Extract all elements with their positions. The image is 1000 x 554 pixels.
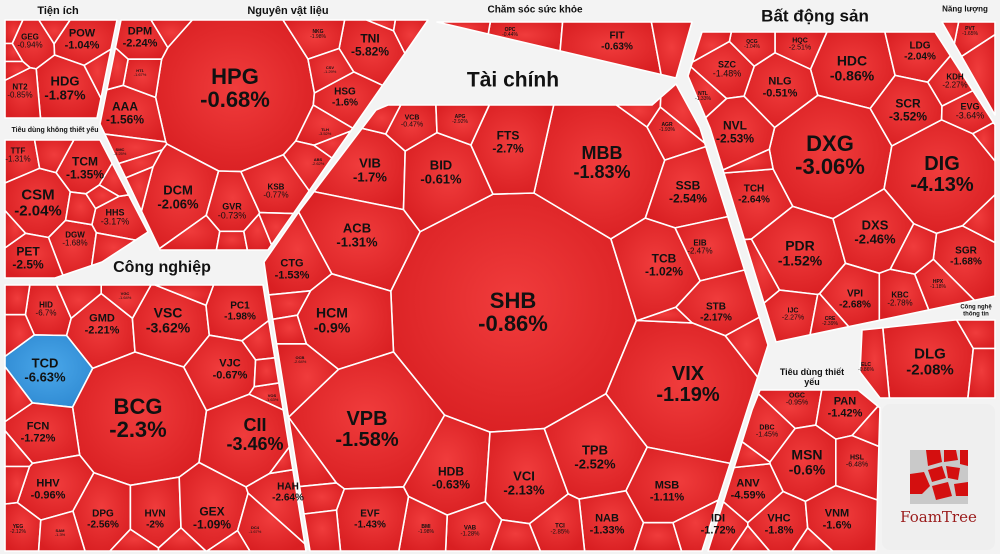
- stock-cell[interactable]: [4, 209, 27, 249]
- stock-cell-sam[interactable]: [37, 510, 86, 552]
- stock-cell[interactable]: [55, 284, 102, 320]
- stock-cell[interactable]: [268, 446, 294, 475]
- stock-cell[interactable]: [124, 165, 154, 212]
- stock-cell-apg[interactable]: [435, 104, 491, 146]
- stock-cell-csv[interactable]: [307, 47, 355, 94]
- stock-cell-evf[interactable]: [335, 486, 410, 552]
- stock-cell[interactable]: [743, 238, 781, 304]
- stock-cell[interactable]: [650, 21, 693, 79]
- stock-cell[interactable]: [4, 284, 31, 316]
- stock-cell[interactable]: [150, 19, 193, 49]
- stock-cell[interactable]: [361, 104, 402, 135]
- stock-cell-ntl[interactable]: [687, 66, 728, 119]
- stock-cell[interactable]: [941, 21, 960, 45]
- stock-cell[interactable]: [791, 527, 834, 552]
- stock-cell-tci[interactable]: [528, 493, 586, 552]
- stock-cell[interactable]: [258, 211, 295, 246]
- group-label[interactable]: Tiêu dùng thiết yếu: [779, 367, 845, 387]
- stock-cell-evg[interactable]: [940, 89, 995, 135]
- stock-cell[interactable]: [271, 314, 308, 345]
- stock-cell[interactable]: [971, 121, 996, 162]
- stock-cell[interactable]: [215, 230, 249, 251]
- stock-cell[interactable]: [106, 46, 129, 91]
- stock-cell[interactable]: [303, 509, 342, 552]
- stock-cell-elc[interactable]: [859, 326, 891, 399]
- stock-cell[interactable]: [157, 526, 207, 552]
- group-label[interactable]: Bất động sản: [761, 6, 869, 26]
- group-label[interactable]: Tiện ích: [37, 4, 79, 17]
- stock-cell[interactable]: [33, 139, 75, 174]
- foamtree-logo[interactable]: FoamTree: [882, 404, 995, 550]
- stock-cell[interactable]: [154, 284, 215, 307]
- foamtree-logo-icon: [910, 450, 968, 504]
- stock-cell[interactable]: [961, 194, 996, 244]
- stock-cell[interactable]: [83, 48, 112, 100]
- stock-cell[interactable]: [4, 365, 34, 423]
- stock-cell[interactable]: [489, 518, 542, 552]
- stock-cell[interactable]: [722, 148, 774, 174]
- stock-cell[interactable]: [724, 316, 769, 378]
- stock-cell-hsg[interactable]: [312, 71, 384, 129]
- group-label[interactable]: Năng lượng: [942, 4, 988, 14]
- stock-cell-opc[interactable]: [487, 21, 564, 52]
- stock-cell[interactable]: [851, 405, 881, 448]
- stock-cell-dlg[interactable]: [881, 319, 975, 399]
- stock-cell[interactable]: [960, 33, 996, 116]
- group-label[interactable]: Chăm sóc sức khỏe: [487, 4, 583, 16]
- stock-cell[interactable]: [85, 184, 120, 210]
- stock-cell[interactable]: [967, 347, 996, 399]
- stock-cell-fit[interactable]: [559, 21, 662, 76]
- stock-cell[interactable]: [733, 440, 771, 469]
- foamtree-logo-text: FoamTree: [900, 508, 977, 526]
- stock-cell[interactable]: [636, 306, 693, 324]
- stock-cell[interactable]: [4, 60, 32, 82]
- stock-cell[interactable]: [313, 130, 352, 159]
- stock-cell[interactable]: [672, 499, 720, 552]
- stock-cell[interactable]: [90, 232, 137, 267]
- stock-cell[interactable]: [298, 482, 346, 515]
- stock-cell[interactable]: [691, 31, 733, 63]
- group-label[interactable]: Nguyên vật liệu: [247, 4, 329, 17]
- group-label[interactable]: Tiêu dùng không thiết yếu: [11, 127, 99, 135]
- stock-cell[interactable]: [4, 465, 31, 505]
- stock-cell[interactable]: [436, 21, 492, 35]
- stock-cell[interactable]: [889, 222, 938, 275]
- group-label[interactable]: Công nghệ thông tin: [960, 304, 992, 317]
- stock-cell[interactable]: [253, 356, 280, 388]
- stock-cell[interactable]: [729, 524, 771, 552]
- stock-cell[interactable]: [206, 529, 251, 552]
- stock-cell[interactable]: [4, 313, 36, 358]
- stock-cell-cre[interactable]: [809, 292, 850, 336]
- stock-cell[interactable]: [659, 83, 706, 144]
- stock-cell[interactable]: [392, 19, 429, 55]
- group-label[interactable]: Công nghiệp: [113, 259, 211, 277]
- group-label[interactable]: Tài chính: [466, 68, 560, 92]
- stock-cell[interactable]: [38, 19, 71, 45]
